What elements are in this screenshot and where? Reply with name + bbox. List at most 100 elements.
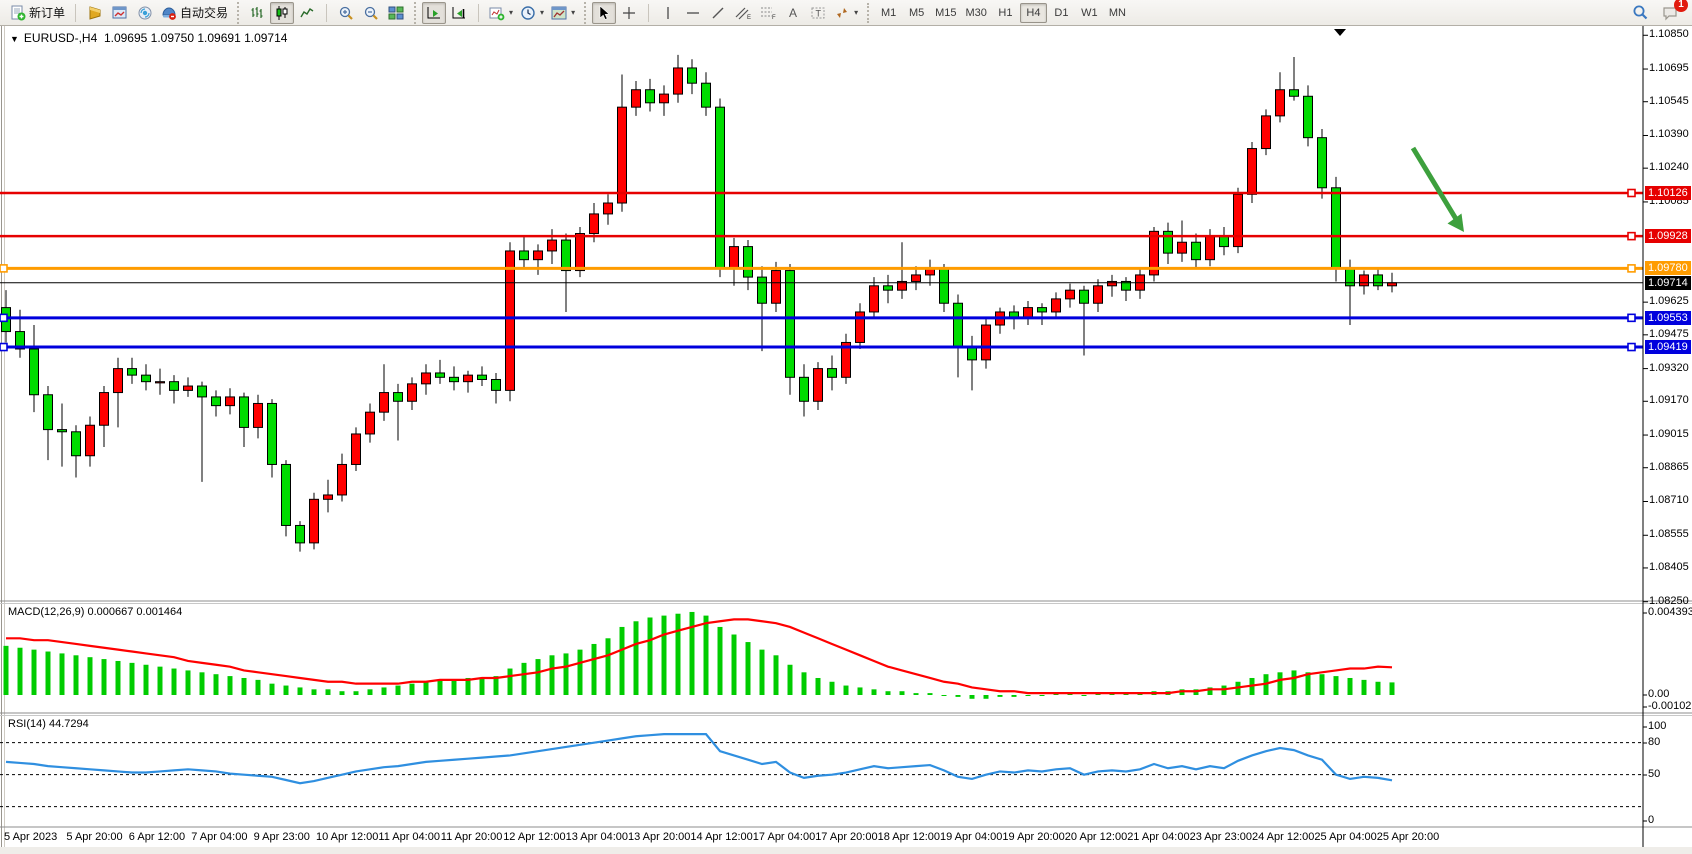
- timeframe-button-m15[interactable]: M15: [935, 6, 957, 19]
- signals-button[interactable]: [133, 2, 157, 24]
- order-group: 新订单: [4, 2, 71, 24]
- notifications-button[interactable]: 1: [1658, 0, 1688, 24]
- equidistant-channel-button[interactable]: E: [731, 2, 755, 24]
- chart-dropdown-icon[interactable]: ▼: [10, 34, 19, 44]
- macd-bar: [1347, 677, 1353, 695]
- trendline-button[interactable]: [706, 2, 730, 24]
- candle: [239, 396, 249, 428]
- date-axis-label: 19 Apr 20:00: [1002, 831, 1065, 843]
- macd-bar: [927, 693, 933, 695]
- macd-bar: [899, 691, 905, 695]
- hline-handle[interactable]: [1627, 188, 1636, 198]
- rsi-line: [5, 733, 1393, 785]
- macd-bar: [311, 689, 317, 695]
- candle: [1191, 241, 1201, 261]
- auto-scroll-button[interactable]: [422, 1, 447, 24]
- search-button[interactable]: [1628, 2, 1652, 24]
- text-button[interactable]: A: [781, 2, 805, 24]
- templates-button[interactable]: ▾: [548, 2, 578, 24]
- macd-bar: [101, 659, 107, 695]
- macd-bar: [1375, 681, 1381, 695]
- line-chart-button[interactable]: [295, 2, 319, 24]
- candle: [491, 378, 501, 391]
- date-axis-label: 5 Apr 2023: [4, 831, 58, 843]
- autotrading-button[interactable]: 自动交易: [158, 2, 231, 24]
- timeframe-button-m1[interactable]: M1: [880, 6, 897, 19]
- date-axis-label: 14 Apr 12:00: [690, 831, 753, 843]
- hline-handle[interactable]: [0, 342, 8, 352]
- candle: [449, 376, 459, 383]
- candle: [1107, 280, 1117, 287]
- timeframe-button-d1[interactable]: D1: [1054, 6, 1069, 19]
- hline-handle[interactable]: [1627, 231, 1636, 241]
- timeframe-button-h4[interactable]: H4: [1019, 2, 1047, 23]
- fibonacci-button[interactable]: F: [756, 2, 780, 24]
- periods-clock-icon: [521, 5, 535, 20]
- timeframe-button-m5[interactable]: M5: [908, 6, 925, 19]
- text-label-button[interactable]: T: [806, 2, 830, 24]
- svg-text:E: E: [747, 15, 751, 21]
- autotrading-label: 自动交易: [180, 6, 229, 20]
- candle: [435, 372, 445, 378]
- candle: [211, 396, 221, 407]
- main-toolbar: 新订单 自动交易 ▾ ▾ ▾ E F: [0, 0, 1692, 26]
- crosshair-icon: [623, 6, 636, 19]
- vertical-line-button[interactable]: [656, 2, 680, 24]
- zoom-group: [331, 2, 411, 24]
- trend-arrow-annotation[interactable]: [1410, 146, 1459, 221]
- candle: [1065, 289, 1075, 300]
- hline-handle[interactable]: [1627, 313, 1636, 323]
- tile-windows-button[interactable]: [384, 2, 408, 24]
- macd-bar: [409, 683, 415, 695]
- crosshair-button[interactable]: [617, 2, 641, 24]
- candle: [785, 270, 795, 378]
- hline-handle[interactable]: [0, 313, 8, 323]
- price-tick-label: 1.10695: [1649, 62, 1689, 75]
- timeframe-button-m30[interactable]: M30: [965, 6, 987, 19]
- candle: [1289, 89, 1299, 97]
- candle: [365, 411, 375, 435]
- candlestick-chart-icon: [276, 5, 288, 20]
- navigator-button[interactable]: [108, 2, 132, 24]
- signals-icon: [138, 6, 152, 19]
- timeframe-button-mn[interactable]: MN: [1108, 6, 1126, 19]
- horizontal-line-button[interactable]: [681, 2, 705, 24]
- chart-title: ▼ EURUSD-,H4 1.09695 1.09750 1.09691 1.09…: [10, 31, 287, 45]
- macd-label: MACD(12,26,9) 0.000667 0.001464: [8, 606, 183, 618]
- indicators-button[interactable]: ▾: [486, 2, 516, 24]
- candle: [533, 250, 543, 261]
- macd-bar: [1291, 670, 1297, 695]
- macd-bar: [591, 643, 597, 695]
- macd-bar: [297, 687, 303, 695]
- new-order-button[interactable]: 新订单: [7, 2, 68, 24]
- price-tag: 1.09928: [1645, 229, 1691, 244]
- hline-handle[interactable]: [0, 264, 8, 273]
- candle: [701, 82, 711, 108]
- arrows-button[interactable]: ▾: [831, 2, 861, 24]
- cursor-button[interactable]: [592, 1, 617, 24]
- price-tick-label: 1.09015: [1649, 428, 1689, 441]
- hline-handle[interactable]: [1627, 342, 1636, 352]
- market-watch-button[interactable]: [83, 2, 107, 24]
- chart-shift-button[interactable]: [447, 2, 471, 24]
- bar-chart-button[interactable]: [245, 2, 269, 24]
- hline-handle[interactable]: [1627, 264, 1636, 273]
- date-axis-label: 6 Apr 12:00: [128, 831, 186, 843]
- text-a-icon: A: [789, 6, 797, 20]
- macd-bar: [955, 695, 961, 697]
- candle: [295, 524, 305, 544]
- candlestick-chart-button[interactable]: [270, 1, 295, 24]
- chart-ohlc-values: 1.09695 1.09750 1.09691 1.09714: [103, 31, 288, 45]
- timeframe-button-w1[interactable]: W1: [1081, 6, 1098, 19]
- periods-button[interactable]: ▾: [517, 2, 547, 24]
- date-axis-label: 21 Apr 04:00: [1127, 831, 1190, 843]
- macd-bar: [1305, 672, 1311, 695]
- macd-bar: [493, 676, 499, 695]
- zoom-out-button[interactable]: [359, 2, 383, 24]
- zoom-in-button[interactable]: [334, 2, 358, 24]
- timeframe-button-h1[interactable]: H1: [998, 6, 1013, 19]
- macd-bar: [633, 621, 639, 695]
- price-tick-label: 1.09170: [1649, 394, 1689, 407]
